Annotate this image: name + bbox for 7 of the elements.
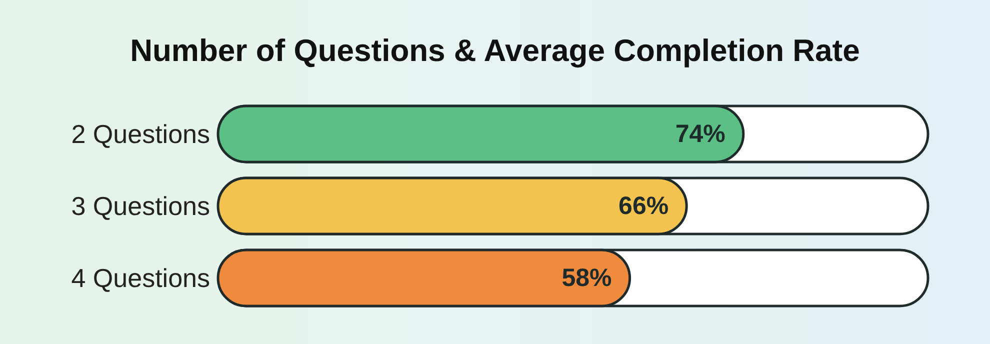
y-tick-label: 2 Questions [71,119,210,150]
y-tick-label: 4 Questions [71,263,210,294]
data-label: 66% [618,192,669,220]
data-label: 58% [562,264,612,292]
data-label: 74% [675,120,726,148]
y-tick-label: 3 Questions [71,191,210,222]
chart-title: Number of Questions & Average Completion Rate [129,32,861,70]
